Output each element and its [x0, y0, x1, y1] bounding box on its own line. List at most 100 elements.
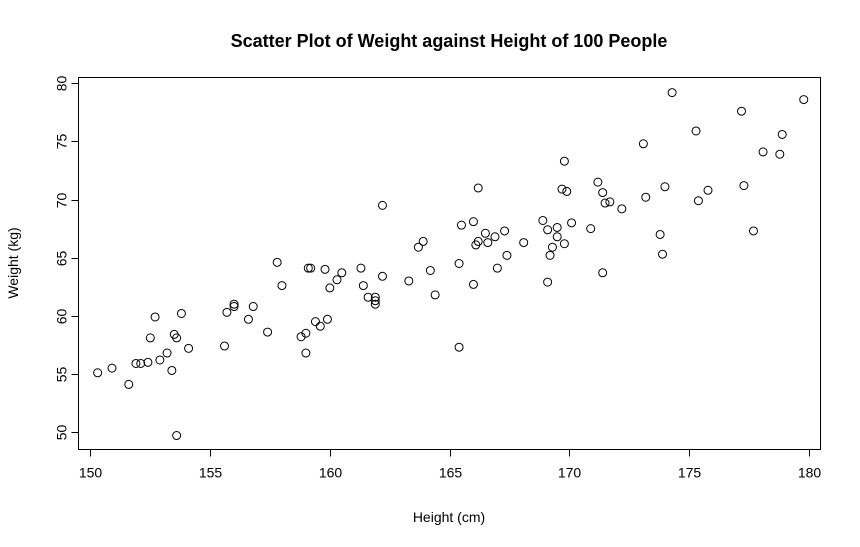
data-point [559, 156, 569, 166]
data-point [598, 188, 608, 198]
data-point [492, 263, 502, 273]
data-point [480, 228, 490, 238]
data-point [404, 276, 414, 286]
y-tick-label: 55 [54, 367, 70, 383]
y-tick-label: 50 [54, 425, 70, 441]
data-point [483, 238, 493, 248]
data-point [748, 226, 758, 236]
data-point [303, 263, 313, 273]
data-point [543, 277, 553, 287]
data-point [777, 129, 787, 139]
data-point [172, 431, 182, 441]
data-point [370, 296, 380, 306]
y-tick-label: 65 [54, 251, 70, 267]
y-tick-label: 70 [54, 193, 70, 209]
data-point [519, 238, 529, 248]
data-point [500, 226, 510, 236]
data-point [320, 264, 330, 274]
data-point [545, 250, 555, 260]
data-point [107, 363, 117, 373]
data-point [605, 197, 615, 207]
y-axis: 50 55 60 65 70 75 80 [54, 76, 79, 441]
data-point [547, 242, 557, 252]
data-point [358, 281, 368, 291]
y-tick-label: 60 [54, 309, 70, 325]
data-point [184, 343, 194, 353]
data-point [425, 265, 435, 275]
data-point [301, 328, 311, 338]
data-point [468, 279, 478, 289]
data-point [667, 88, 677, 98]
data-point [222, 307, 232, 317]
data-point [248, 302, 258, 312]
data-point [617, 204, 627, 214]
data-point [593, 177, 603, 187]
data-point [413, 242, 423, 252]
data-point [229, 302, 239, 312]
x-axis: 150 155 160 165 170 175 180 [79, 449, 822, 481]
data-point [167, 365, 177, 375]
data-point [145, 333, 155, 343]
data-point [703, 185, 713, 195]
data-point [552, 222, 562, 232]
data-point [454, 259, 464, 268]
data-point [363, 292, 373, 302]
data-point [430, 290, 440, 300]
data-point [543, 225, 553, 235]
data-point [758, 147, 768, 157]
data-point [301, 348, 311, 358]
data-point [162, 348, 172, 358]
data-point [124, 379, 134, 389]
data-point [277, 281, 287, 291]
y-tick-label: 75 [54, 134, 70, 150]
data-point [691, 126, 701, 136]
data-point [172, 333, 182, 343]
data-point [638, 139, 648, 149]
data-point [473, 183, 483, 193]
data-point [229, 299, 239, 309]
data-point [332, 275, 342, 285]
data-point [370, 292, 380, 302]
data-point [559, 239, 569, 249]
data-point [598, 268, 608, 278]
data-point [655, 229, 665, 239]
data-point [356, 263, 366, 273]
data-point [502, 250, 512, 260]
x-tick-label: 170 [558, 465, 582, 481]
data-point [538, 215, 548, 225]
data-point [136, 358, 146, 368]
data-point [600, 198, 610, 208]
data-point [552, 232, 562, 242]
data-point [468, 217, 478, 227]
y-axis-title: Weight (kg) [5, 227, 21, 298]
data-point [272, 257, 282, 267]
data-point [220, 341, 230, 351]
x-tick-label: 160 [319, 465, 343, 481]
data-point [660, 182, 670, 192]
data-point [325, 283, 335, 293]
x-tick-label: 175 [678, 465, 702, 481]
data-points [93, 88, 809, 441]
data-point [693, 196, 703, 206]
data-point [322, 314, 332, 324]
data-point [739, 181, 749, 191]
x-tick-label: 180 [798, 465, 822, 481]
data-point [775, 149, 785, 159]
chart-title: Scatter Plot of Weight against Height of… [231, 31, 668, 51]
data-point [456, 220, 466, 230]
data-point [567, 218, 577, 228]
x-axis-title: Height (cm) [413, 509, 485, 525]
x-tick-label: 150 [79, 465, 103, 481]
data-point [737, 106, 747, 116]
data-point [586, 224, 596, 234]
data-point [370, 299, 380, 309]
data-point [150, 312, 160, 322]
data-point [562, 186, 572, 196]
data-point [310, 317, 320, 327]
data-point [658, 249, 668, 259]
data-point [473, 236, 483, 246]
data-point [131, 358, 141, 368]
data-point [454, 342, 464, 352]
